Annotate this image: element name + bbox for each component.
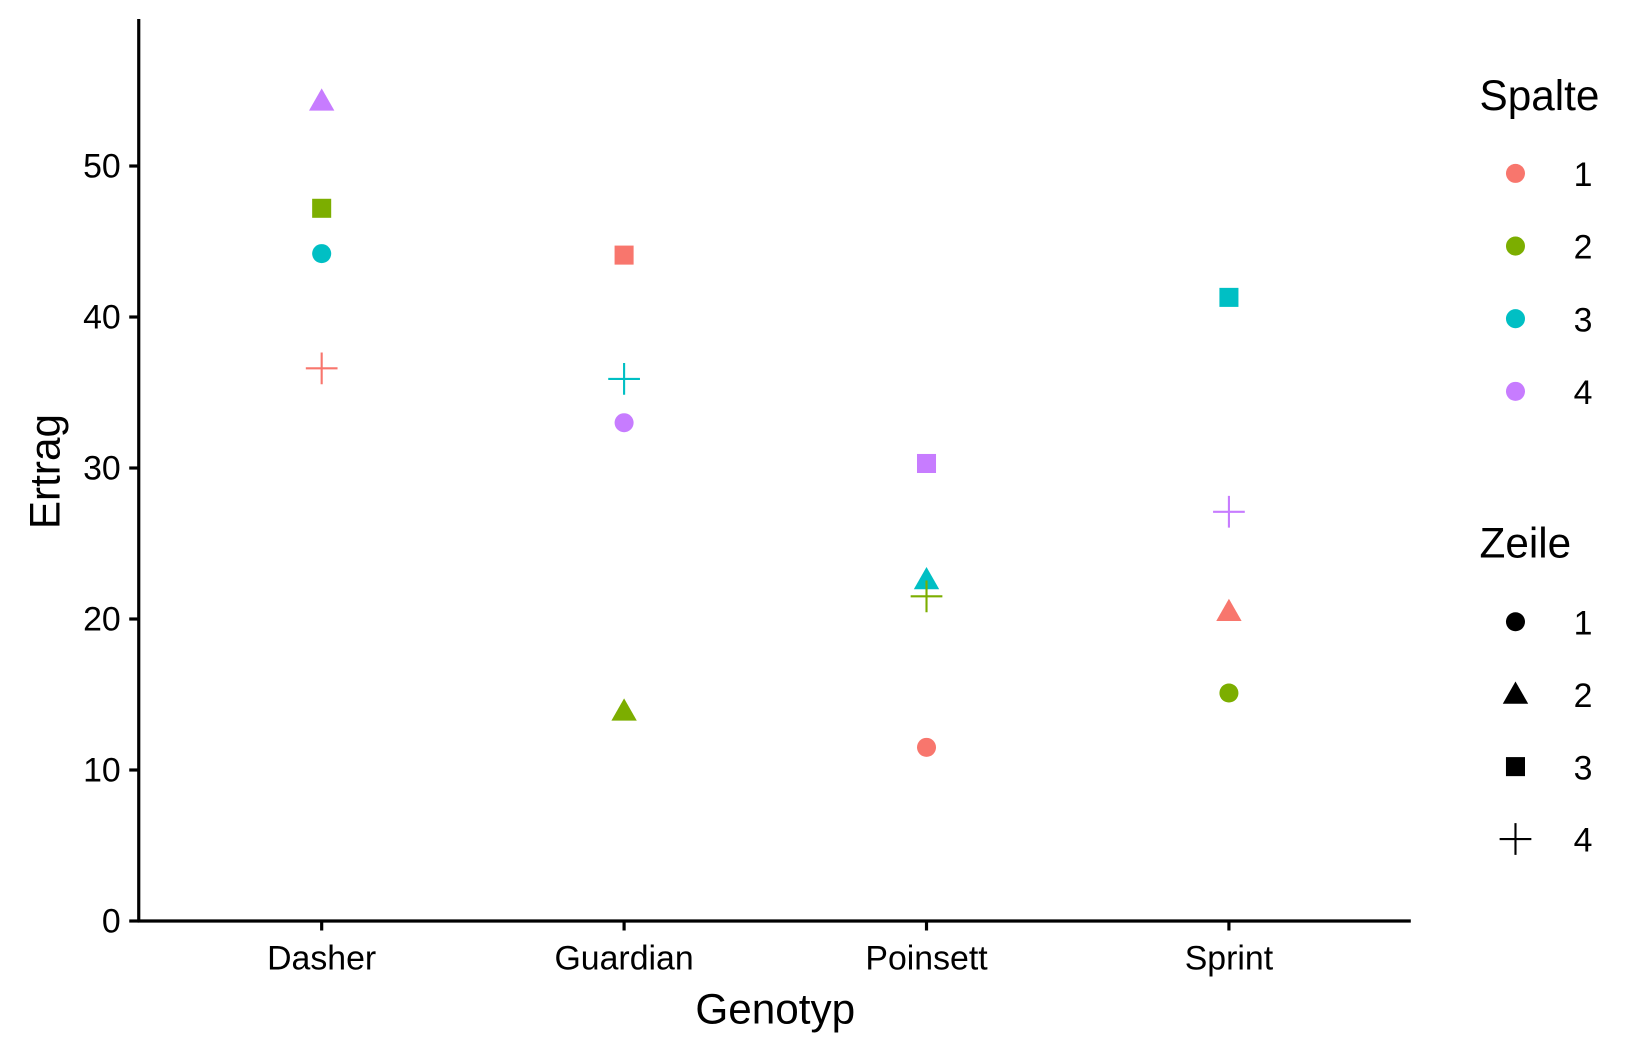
data-point <box>305 352 338 385</box>
legend-shape-label: 1 <box>1574 604 1593 642</box>
data-point <box>1219 683 1239 703</box>
legend-color-key <box>1505 236 1525 256</box>
data-point <box>1219 287 1239 307</box>
x-axis-title: Genotyp <box>695 986 855 1033</box>
data-point <box>608 363 640 395</box>
legend-color-key <box>1505 381 1525 401</box>
legend-shape-key <box>1502 681 1529 704</box>
y-tick-label: 30 <box>83 450 121 488</box>
legend-spalte-title: Spalte <box>1480 72 1600 119</box>
axes: 0 10 20 30 40 50 Dasher Guardian Poinsett Sprint <box>83 148 1274 978</box>
legend-shape-key <box>1505 757 1525 777</box>
legend-color-label: 3 <box>1574 301 1593 339</box>
legend-shape-key <box>1505 612 1525 632</box>
data-point <box>916 453 937 473</box>
y-tick-label: 50 <box>83 148 121 186</box>
data-point <box>910 580 943 613</box>
legend-color-label: 1 <box>1574 156 1593 194</box>
y-tick-label: 40 <box>83 299 121 337</box>
legend: 1 2 3 4 1 2 3 4 <box>1499 156 1593 860</box>
data-point <box>614 245 634 265</box>
x-tick-label: Dasher <box>267 940 376 978</box>
data-point <box>916 737 937 757</box>
legend-shape-key <box>1499 823 1532 855</box>
legend-color-key <box>1505 309 1525 329</box>
legend-shape-label: 4 <box>1574 822 1593 860</box>
legend-color-label: 2 <box>1574 229 1593 267</box>
legend-shape-label: 2 <box>1574 677 1593 715</box>
x-tick-label: Sprint <box>1185 940 1274 978</box>
y-tick-label: 0 <box>102 903 121 941</box>
y-axis-title: Ertrag <box>21 414 68 529</box>
data-point <box>312 244 332 264</box>
legend-shape-label: 3 <box>1574 749 1593 787</box>
data-point <box>312 198 332 218</box>
legend-zeile-title: Zeile <box>1480 519 1572 566</box>
y-tick-label: 10 <box>83 752 121 790</box>
data-point <box>913 567 940 590</box>
data-point <box>308 88 335 111</box>
legend-color-label: 4 <box>1574 374 1593 412</box>
data-point <box>614 413 634 433</box>
x-tick-label: Poinsett <box>865 940 988 978</box>
plot-area <box>305 88 1245 757</box>
legend-color-key <box>1505 163 1525 183</box>
data-point <box>1213 495 1245 528</box>
x-tick-label: Guardian <box>555 940 694 978</box>
y-tick-label: 20 <box>83 601 121 639</box>
data-point <box>611 698 637 721</box>
data-point <box>1216 598 1242 621</box>
